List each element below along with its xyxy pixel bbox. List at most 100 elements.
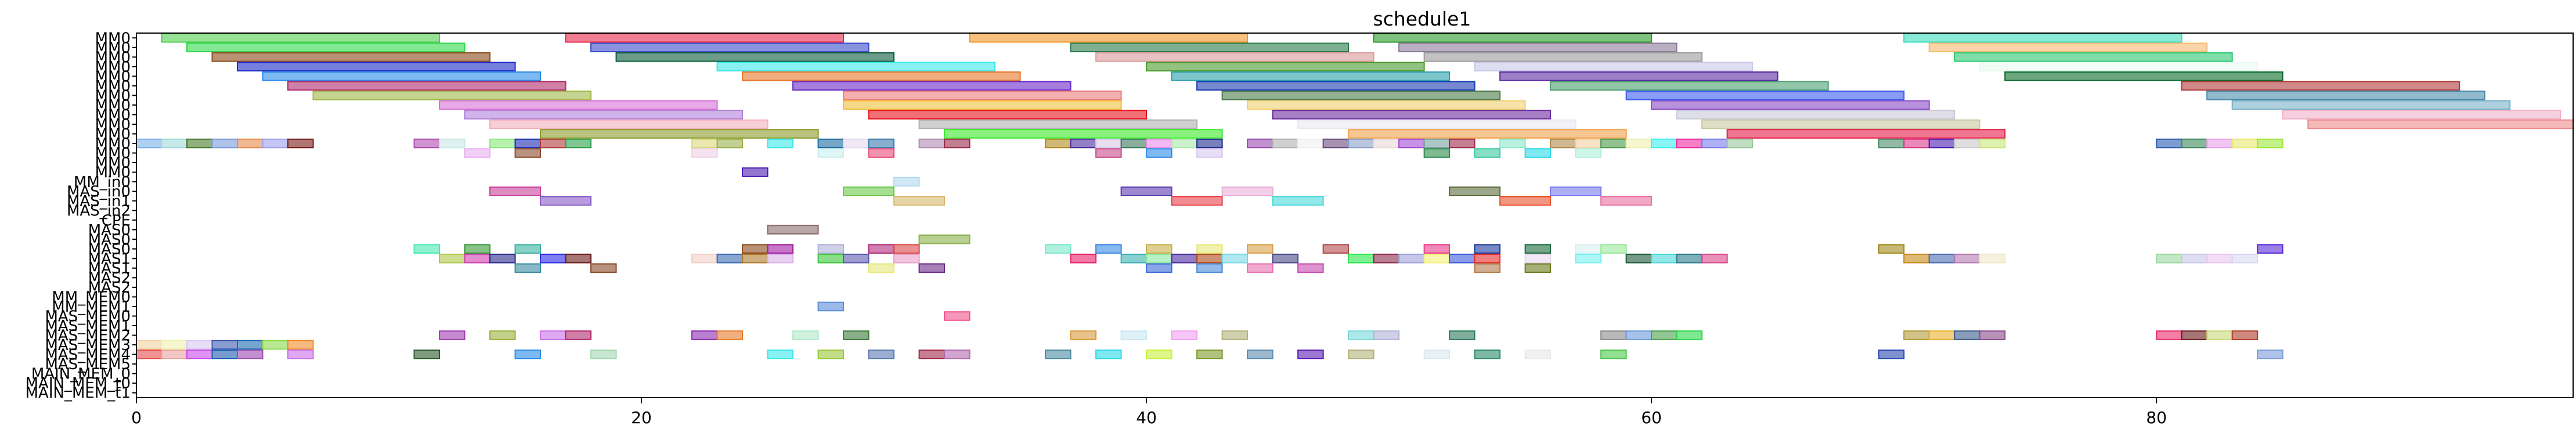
task-bar	[1474, 349, 1501, 359]
x-tick-label: 40	[1136, 408, 1157, 427]
task-bar	[817, 254, 845, 264]
task-bar	[237, 340, 264, 350]
task-bar	[565, 254, 592, 264]
task-bar	[1247, 138, 1273, 149]
task-bar	[287, 340, 314, 350]
task-bar	[1095, 148, 1122, 158]
row-label: MAS0	[88, 222, 131, 239]
task-bar	[1373, 33, 1653, 43]
task-bar	[742, 254, 769, 264]
task-bar	[1651, 330, 1677, 340]
task-bar	[2156, 330, 2182, 340]
task-bar	[1146, 349, 1172, 359]
task-bar	[2181, 138, 2208, 149]
task-bar	[1146, 244, 1172, 254]
task-bar	[2156, 138, 2182, 149]
x-tick-label: 20	[631, 408, 652, 427]
task-bar	[1070, 138, 1097, 149]
task-bar	[1550, 81, 1829, 91]
task-bar	[1171, 138, 1198, 149]
row-label: MM0	[95, 116, 131, 133]
row-label: MAS1	[88, 260, 131, 277]
task-bar	[1348, 254, 1374, 264]
task-bar	[1524, 254, 1552, 264]
task-bar	[211, 349, 239, 359]
task-bar	[2257, 138, 2283, 149]
task-bar	[817, 138, 845, 149]
row-label: MAS_MEM4	[45, 347, 131, 364]
task-bar	[1247, 244, 1273, 254]
task-bar	[1247, 349, 1273, 359]
task-bar	[2206, 330, 2233, 340]
row-label: MM0	[95, 97, 131, 114]
task-bar	[767, 254, 794, 264]
task-bar	[1095, 349, 1122, 359]
task-bar	[742, 167, 769, 177]
row-label: MAS_MEM5	[45, 356, 131, 373]
row-label: MAS_MEM3	[45, 337, 131, 354]
task-bar	[136, 138, 163, 149]
task-bar	[918, 138, 946, 149]
task-bar	[590, 263, 617, 273]
task-bar	[540, 129, 819, 139]
task-bar	[237, 138, 264, 149]
task-bar	[1903, 254, 1930, 264]
task-bar	[1575, 138, 1602, 149]
task-bar	[1196, 263, 1223, 273]
task-bar	[136, 340, 163, 350]
task-bar	[817, 349, 845, 359]
task-bar	[1625, 254, 1653, 264]
task-bar	[767, 244, 794, 254]
task-bar	[1903, 330, 1930, 340]
task-bar	[1045, 138, 1071, 149]
task-bar	[893, 244, 920, 254]
task-bar	[1196, 254, 1223, 264]
task-bar	[1221, 91, 1501, 100]
task-bar	[1676, 110, 1956, 120]
row-label: MAS0	[88, 231, 131, 248]
task-bar	[1954, 330, 1980, 340]
task-bar	[1272, 196, 1324, 206]
task-bar	[1701, 119, 1980, 129]
task-bar	[1625, 138, 1653, 149]
row-label: MAS_MEM1	[45, 317, 131, 335]
task-bar	[1979, 138, 2006, 149]
row-label: MAS_MEM0	[45, 308, 131, 326]
task-bar	[1423, 244, 1451, 254]
x-axis-ticks: 0 20 40 60 80	[131, 398, 2167, 427]
task-bar	[1171, 254, 1198, 264]
row-label: MAS_MEM2	[45, 327, 131, 345]
task-bar	[2181, 330, 2208, 340]
task-bar	[868, 349, 895, 359]
task-bar	[1499, 196, 1552, 206]
task-bar	[1348, 138, 1374, 149]
task-bar	[716, 254, 744, 264]
task-bar	[1878, 138, 1905, 149]
task-bar	[1600, 330, 1627, 340]
task-bar	[540, 254, 567, 264]
task-bar	[716, 138, 744, 149]
task-bar	[1928, 138, 1956, 149]
task-bar	[514, 148, 542, 158]
task-bar	[1550, 138, 1576, 149]
task-bar	[944, 129, 1223, 139]
task-bar	[2156, 254, 2182, 264]
task-bar	[1221, 254, 1249, 264]
task-bar	[1120, 138, 1148, 149]
x-tick-label: 0	[131, 408, 142, 427]
task-bar	[2231, 100, 2511, 110]
task-bar	[1499, 71, 1778, 81]
task-bar	[944, 311, 970, 321]
task-bar	[1676, 138, 1703, 149]
row-label: MAS2	[88, 279, 131, 297]
task-bar	[1423, 138, 1451, 149]
row-label: MAS2	[88, 269, 131, 287]
task-bar	[1651, 100, 1930, 110]
task-bar	[590, 349, 617, 359]
task-bar	[2282, 110, 2561, 120]
task-bar	[1726, 129, 2006, 139]
task-bar	[1878, 349, 1905, 359]
task-bar	[1726, 138, 1754, 149]
task-bar	[186, 42, 466, 53]
